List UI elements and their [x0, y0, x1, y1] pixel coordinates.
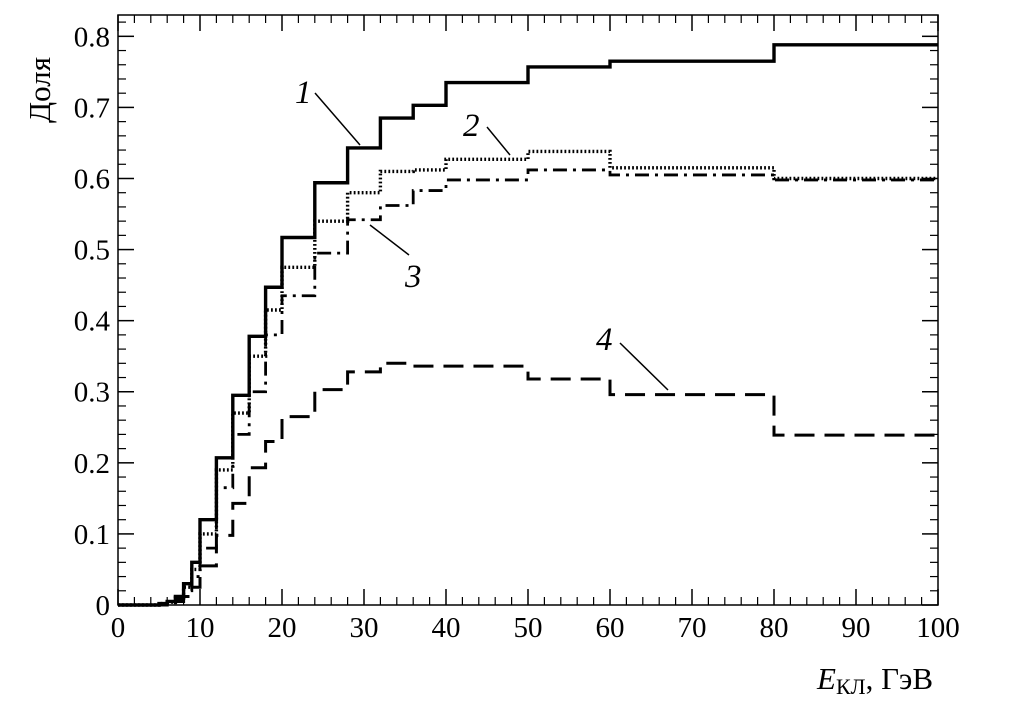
- x-axis-label-sub: КЛ: [836, 674, 866, 699]
- curve-label-3: 3: [404, 259, 422, 295]
- x-tick-label: 20: [268, 612, 297, 644]
- series-4-line: [118, 361, 938, 607]
- y-tick-label: 0.1: [74, 519, 110, 551]
- x-axis-label: EКЛ, ГэВ: [816, 661, 933, 699]
- axis-ticks: [117, 15, 939, 606]
- leader-line-4: [619, 342, 669, 391]
- leader-line-3: [369, 224, 410, 256]
- y-tick-label: 0.6: [74, 163, 110, 195]
- x-tick-label: 90: [842, 612, 871, 644]
- y-tick-label: 0.8: [74, 21, 110, 53]
- x-tick-label: 10: [186, 612, 215, 644]
- label-leader-lines: [314, 92, 669, 391]
- x-axis-label-main: E: [816, 661, 836, 696]
- y-tick-label: 0.4: [74, 306, 111, 338]
- y-tick-label: 0.3: [74, 377, 110, 409]
- y-tick-label: 0: [96, 590, 111, 622]
- y-tick-label: 0.7: [74, 92, 110, 124]
- x-tick-label: 0: [111, 612, 126, 644]
- x-axis-label-unit: , ГэВ: [866, 661, 933, 696]
- x-tick-label: 70: [678, 612, 707, 644]
- series-1-line: [118, 43, 938, 607]
- x-tick-label: 30: [350, 612, 379, 644]
- leader-line-1: [314, 92, 361, 146]
- series-3-line: [118, 168, 938, 607]
- curve-label-1: 1: [295, 75, 312, 111]
- x-tick-label: 80: [760, 612, 789, 644]
- x-tick-label: 40: [432, 612, 461, 644]
- y-tick-label: 0.2: [74, 448, 110, 480]
- leader-line-2: [486, 126, 511, 156]
- tick-labels: 0 10 20 30 40 50 60 70 80 90 100 0 0.1 0.2 0.3 0.4 0.5 0.…: [74, 21, 960, 644]
- y-axis-label: Доля: [22, 57, 57, 123]
- curve-label-2: 2: [463, 108, 480, 144]
- y-tick-label: 0.5: [74, 235, 110, 267]
- series-lines: [118, 43, 938, 607]
- curve-label-4: 4: [596, 322, 613, 358]
- x-tick-label: 60: [596, 612, 625, 644]
- x-tick-label: 100: [916, 612, 960, 644]
- plot-frame: [117, 14, 939, 606]
- x-tick-label: 50: [514, 612, 543, 644]
